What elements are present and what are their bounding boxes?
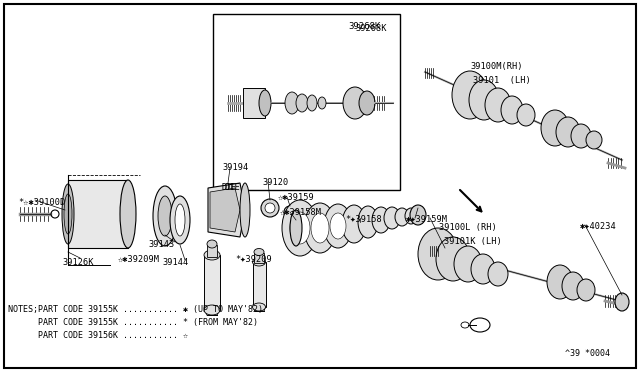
Bar bbox=[213, 14, 400, 190]
Ellipse shape bbox=[571, 124, 591, 148]
Ellipse shape bbox=[261, 199, 279, 217]
Text: ✱✦39159M: ✱✦39159M bbox=[406, 215, 448, 224]
Ellipse shape bbox=[290, 210, 302, 246]
Ellipse shape bbox=[436, 237, 470, 281]
Bar bbox=[207, 245, 217, 257]
Text: PART CODE 39156K ........... ☆: PART CODE 39156K ........... ☆ bbox=[8, 331, 188, 340]
Ellipse shape bbox=[586, 131, 602, 149]
Bar bbox=[204, 255, 220, 310]
Text: 39268K: 39268K bbox=[355, 24, 387, 33]
Ellipse shape bbox=[485, 88, 511, 122]
Text: DIE: DIE bbox=[224, 183, 240, 192]
Bar bbox=[243, 88, 265, 118]
Ellipse shape bbox=[547, 265, 573, 299]
Text: 39143: 39143 bbox=[148, 240, 174, 249]
Text: DIE: DIE bbox=[222, 183, 237, 192]
Ellipse shape bbox=[577, 279, 595, 301]
Ellipse shape bbox=[64, 194, 72, 234]
Text: 39100L (RH): 39100L (RH) bbox=[439, 223, 497, 232]
Text: 39144: 39144 bbox=[162, 258, 188, 267]
Ellipse shape bbox=[253, 258, 266, 266]
Text: ^39 *0004: ^39 *0004 bbox=[565, 349, 610, 358]
Ellipse shape bbox=[175, 204, 185, 236]
Ellipse shape bbox=[254, 248, 264, 256]
Text: *✦39209: *✦39209 bbox=[235, 255, 272, 264]
Ellipse shape bbox=[330, 213, 346, 239]
Ellipse shape bbox=[359, 91, 375, 115]
Text: 39101  (LH): 39101 (LH) bbox=[473, 76, 531, 85]
Text: *☆✱39100D: *☆✱39100D bbox=[18, 198, 65, 207]
Ellipse shape bbox=[410, 205, 426, 225]
Ellipse shape bbox=[153, 186, 177, 246]
Ellipse shape bbox=[253, 303, 266, 311]
Ellipse shape bbox=[454, 246, 482, 282]
Text: 39126K: 39126K bbox=[62, 258, 93, 267]
Ellipse shape bbox=[418, 228, 458, 280]
Ellipse shape bbox=[304, 203, 336, 253]
Ellipse shape bbox=[541, 110, 569, 146]
Ellipse shape bbox=[372, 207, 390, 233]
Bar bbox=[253, 262, 266, 307]
Ellipse shape bbox=[62, 184, 74, 244]
Text: *✦39158: *✦39158 bbox=[345, 215, 381, 224]
Ellipse shape bbox=[488, 262, 508, 286]
Ellipse shape bbox=[556, 117, 580, 147]
Polygon shape bbox=[208, 183, 245, 237]
Ellipse shape bbox=[307, 95, 317, 111]
Ellipse shape bbox=[158, 196, 172, 236]
Ellipse shape bbox=[405, 208, 417, 224]
Ellipse shape bbox=[469, 80, 499, 120]
Text: 39100M(RH): 39100M(RH) bbox=[470, 62, 522, 71]
Text: 39194: 39194 bbox=[222, 163, 248, 172]
Ellipse shape bbox=[501, 96, 523, 124]
Text: 39120: 39120 bbox=[262, 178, 288, 187]
Ellipse shape bbox=[342, 205, 366, 243]
Ellipse shape bbox=[324, 204, 352, 248]
Ellipse shape bbox=[452, 71, 488, 119]
Ellipse shape bbox=[265, 203, 275, 213]
Ellipse shape bbox=[240, 183, 250, 237]
Ellipse shape bbox=[471, 254, 495, 284]
Text: ✱✦40234: ✱✦40234 bbox=[580, 222, 617, 231]
Ellipse shape bbox=[207, 240, 217, 248]
Bar bbox=[68, 180, 128, 248]
Text: 39101K (LH): 39101K (LH) bbox=[444, 237, 502, 246]
Ellipse shape bbox=[311, 213, 329, 243]
Ellipse shape bbox=[170, 196, 190, 244]
Ellipse shape bbox=[562, 272, 584, 300]
Bar bbox=[254, 253, 264, 263]
Polygon shape bbox=[210, 188, 240, 232]
Ellipse shape bbox=[384, 207, 400, 229]
Text: NOTES;PART CODE 39155K ........... ✱ (UP TO MAY'82): NOTES;PART CODE 39155K ........... ✱ (UP… bbox=[8, 305, 263, 314]
Ellipse shape bbox=[343, 87, 367, 119]
Ellipse shape bbox=[120, 180, 136, 248]
Ellipse shape bbox=[296, 94, 308, 112]
Ellipse shape bbox=[318, 97, 326, 109]
Ellipse shape bbox=[358, 206, 378, 238]
Ellipse shape bbox=[204, 305, 220, 315]
Text: ☆✱39159: ☆✱39159 bbox=[278, 193, 315, 202]
Text: PART CODE 39155K ........... * (FROM MAY'82): PART CODE 39155K ........... * (FROM MAY… bbox=[8, 318, 258, 327]
Ellipse shape bbox=[395, 208, 409, 226]
Ellipse shape bbox=[259, 90, 271, 116]
Text: 39268K: 39268K bbox=[348, 22, 380, 31]
Ellipse shape bbox=[282, 200, 318, 256]
Ellipse shape bbox=[290, 212, 310, 244]
Ellipse shape bbox=[615, 293, 629, 311]
Ellipse shape bbox=[517, 104, 535, 126]
Text: ☆✱39158M: ☆✱39158M bbox=[280, 208, 322, 217]
Ellipse shape bbox=[285, 92, 299, 114]
Text: ☆✱39209M: ☆✱39209M bbox=[118, 255, 160, 264]
Ellipse shape bbox=[204, 250, 220, 260]
